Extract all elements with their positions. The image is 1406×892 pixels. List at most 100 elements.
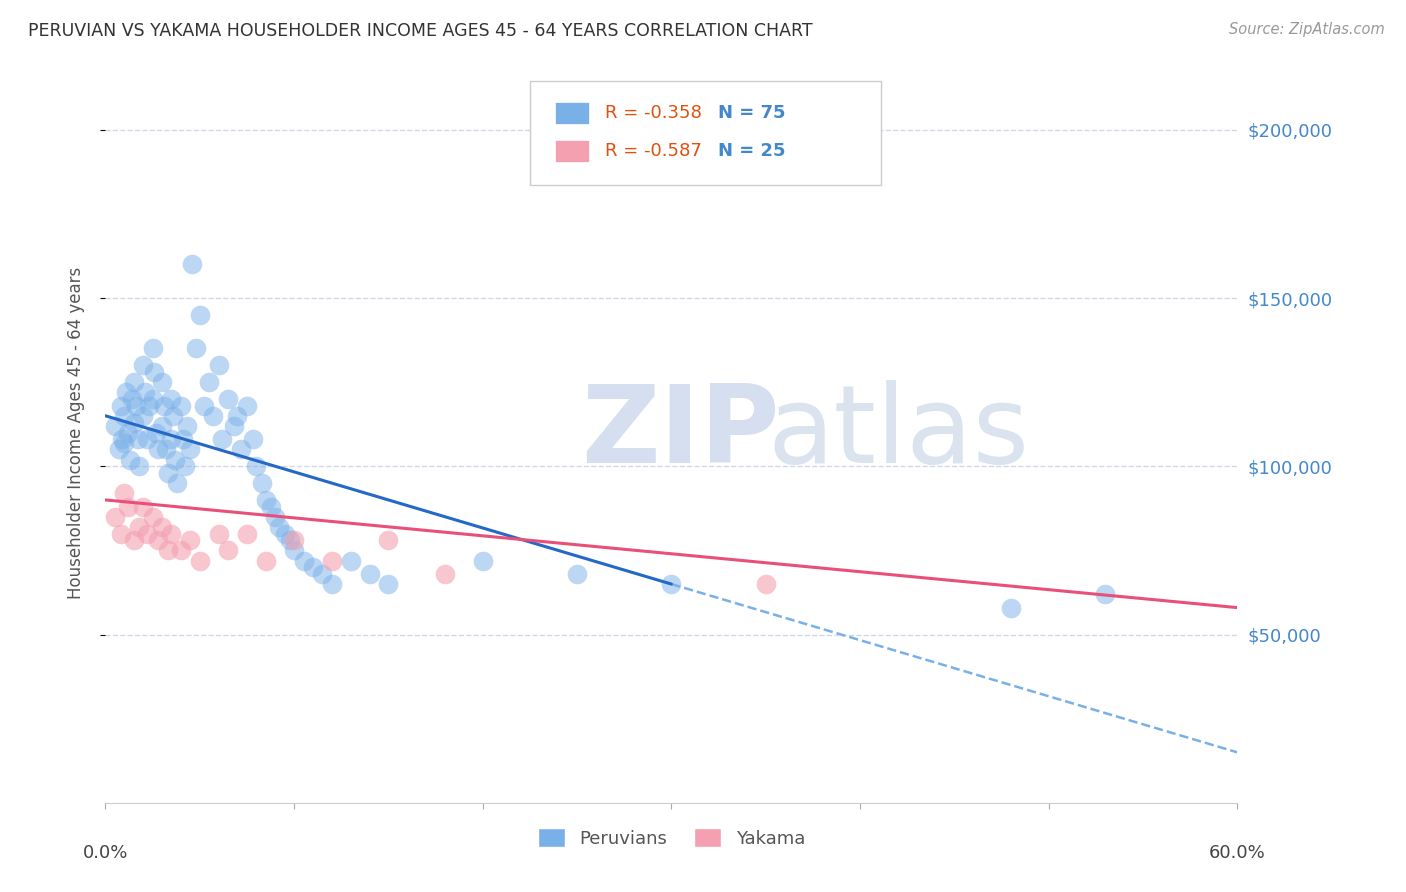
Point <box>565 566 588 581</box>
Point <box>150 520 173 534</box>
Point <box>278 533 301 548</box>
Point <box>254 492 277 507</box>
Point <box>118 452 141 467</box>
Point <box>156 466 179 480</box>
Point <box>128 520 150 534</box>
Point <box>122 375 145 389</box>
Text: atlas: atlas <box>768 380 1029 485</box>
FancyBboxPatch shape <box>555 140 589 162</box>
Point <box>173 459 195 474</box>
Point <box>198 375 221 389</box>
Point <box>128 459 150 474</box>
Text: N = 75: N = 75 <box>718 103 786 122</box>
Point <box>117 425 139 440</box>
Point <box>283 533 305 548</box>
Point <box>302 560 325 574</box>
Point <box>142 392 165 406</box>
Point <box>311 566 333 581</box>
Point <box>124 399 146 413</box>
Point <box>122 533 145 548</box>
Point <box>112 486 135 500</box>
Point <box>104 418 127 433</box>
Point <box>132 409 155 423</box>
Point <box>155 442 177 457</box>
Text: R = -0.358: R = -0.358 <box>605 103 702 122</box>
Point <box>121 392 143 406</box>
Point <box>136 526 159 541</box>
Point <box>217 543 239 558</box>
Y-axis label: Householder Income Ages 45 - 64 years: Householder Income Ages 45 - 64 years <box>66 267 84 599</box>
Point <box>661 577 683 591</box>
Point <box>160 433 183 447</box>
Point <box>283 543 305 558</box>
Point <box>211 433 233 447</box>
Point <box>142 509 165 524</box>
FancyBboxPatch shape <box>530 81 880 185</box>
Text: 60.0%: 60.0% <box>1209 844 1265 862</box>
Point <box>250 476 273 491</box>
Point <box>292 553 315 567</box>
Point <box>112 409 135 423</box>
Point <box>153 399 176 413</box>
Point <box>208 526 231 541</box>
Point <box>188 553 211 567</box>
Point <box>160 526 183 541</box>
Point <box>267 520 290 534</box>
Point <box>236 399 259 413</box>
Point <box>231 442 253 457</box>
Point <box>166 476 188 491</box>
Point <box>150 375 173 389</box>
Point <box>162 409 184 423</box>
Point <box>150 418 173 433</box>
Point <box>148 442 170 457</box>
Point <box>136 433 159 447</box>
Point <box>170 543 193 558</box>
Point <box>143 365 166 379</box>
Point <box>273 526 295 541</box>
Point <box>260 500 283 514</box>
Point <box>471 553 494 567</box>
Point <box>181 257 204 271</box>
Text: Source: ZipAtlas.com: Source: ZipAtlas.com <box>1229 22 1385 37</box>
Text: ZIP: ZIP <box>581 380 779 485</box>
Point <box>184 342 207 356</box>
Point <box>122 416 145 430</box>
Point <box>377 533 399 548</box>
Point <box>111 433 134 447</box>
Point <box>107 442 129 457</box>
Point <box>755 577 778 591</box>
Point <box>188 308 211 322</box>
Point <box>156 543 179 558</box>
Text: N = 25: N = 25 <box>718 143 786 161</box>
Point <box>242 433 264 447</box>
Point <box>148 533 170 548</box>
FancyBboxPatch shape <box>555 102 589 124</box>
Point <box>179 442 201 457</box>
Point <box>245 459 267 474</box>
Point <box>110 526 132 541</box>
Point <box>208 359 231 373</box>
Point <box>132 500 155 514</box>
Point <box>359 566 381 581</box>
Point <box>110 399 132 413</box>
Point <box>127 433 149 447</box>
Point <box>433 566 456 581</box>
Point <box>1094 587 1116 601</box>
Point <box>377 577 399 591</box>
Point <box>339 553 361 567</box>
Point <box>172 433 194 447</box>
Point <box>264 509 287 524</box>
Point <box>1000 600 1022 615</box>
Legend: Peruvians, Yakama: Peruvians, Yakama <box>529 819 814 856</box>
Point <box>321 553 343 567</box>
Text: PERUVIAN VS YAKAMA HOUSEHOLDER INCOME AGES 45 - 64 YEARS CORRELATION CHART: PERUVIAN VS YAKAMA HOUSEHOLDER INCOME AG… <box>28 22 813 40</box>
Point <box>138 399 160 413</box>
Point <box>170 399 193 413</box>
Point <box>236 526 259 541</box>
Point <box>112 435 135 450</box>
Point <box>222 418 245 433</box>
Point <box>132 359 155 373</box>
Point <box>145 425 167 440</box>
Point <box>193 399 215 413</box>
Point <box>201 409 224 423</box>
